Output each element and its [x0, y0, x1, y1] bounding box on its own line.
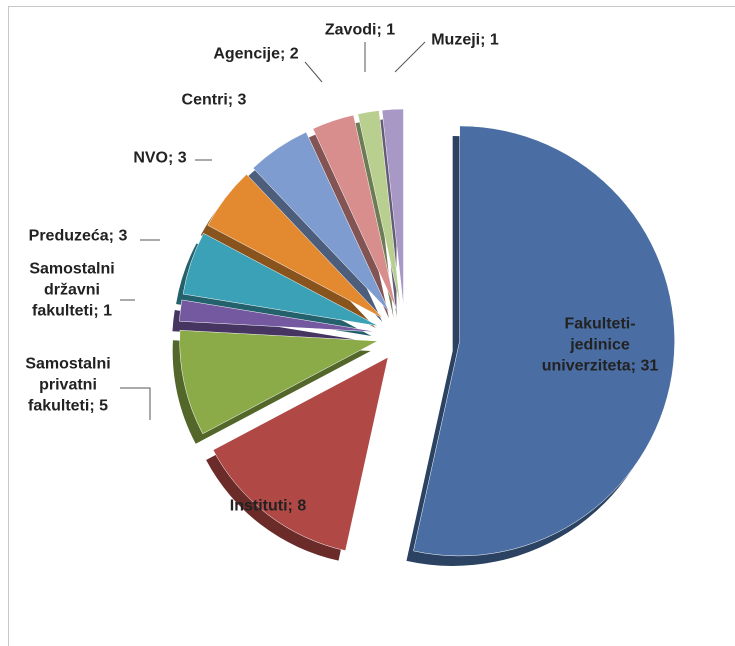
slice: [413, 125, 675, 557]
data-label: Instituti; 8: [229, 497, 307, 515]
leader-line: [394, 41, 426, 73]
leader-line: [304, 61, 323, 83]
slice: [207, 173, 383, 319]
leader-lines: [120, 41, 426, 420]
data-label: Centri; 3: [181, 91, 247, 109]
data-label: Muzeji; 1: [431, 31, 499, 49]
data-label: Fakulteti-jedinice univerziteta; 31: [541, 315, 659, 375]
slice: [312, 114, 397, 309]
leader-line: [120, 387, 151, 420]
data-label: NVO; 3: [133, 149, 187, 167]
slice: [182, 232, 379, 327]
data-label: Preduzeća; 3: [28, 227, 128, 245]
data-label: Samostalni privatni fakulteti; 5: [25, 355, 111, 415]
slice: [212, 356, 389, 551]
slice: [252, 131, 390, 312]
data-label: Zavodi; 1: [324, 21, 396, 39]
slice: [357, 110, 401, 308]
data-label: Agencije; 2: [213, 45, 299, 63]
data-label: Samostalni državni fakulteti; 1: [29, 260, 115, 320]
slice: [179, 330, 379, 435]
slice: [381, 108, 404, 308]
chart-frame: [8, 6, 735, 646]
slice: [179, 299, 378, 333]
